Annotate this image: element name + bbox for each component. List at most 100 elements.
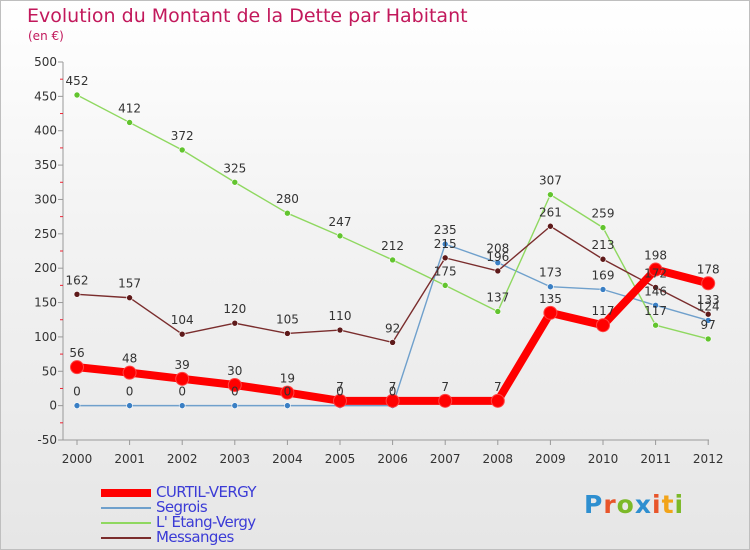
data-point [73,290,81,298]
data-point [599,286,607,293]
data-label: 97 [701,318,716,332]
data-label: 48 [122,352,137,366]
legend-swatch [101,522,151,524]
data-label: 92 [385,321,400,335]
data-point [599,224,607,231]
data-point [596,318,610,333]
data-point [652,301,659,309]
data-point [231,319,239,327]
y-tick-label: 250 [34,227,57,241]
x-tick-label: 2004 [272,452,303,466]
data-label: 325 [223,161,246,175]
data-point [284,330,291,337]
data-label: 56 [69,346,84,360]
data-label: 259 [592,207,615,221]
data-point [385,393,400,408]
data-label: 172 [644,266,667,280]
data-label: 0 [389,385,397,399]
data-point [73,402,81,409]
proxiti-logo: Proxiti [584,490,684,519]
data-point [438,393,453,408]
data-point [494,267,502,275]
data-point [336,232,344,240]
chart-title: Evolution du Montant de la Dette par Hab… [27,5,468,27]
data-label: 452 [66,74,89,88]
data-point [490,393,505,408]
legend-label: Segrois [156,498,208,516]
data-point [231,178,239,186]
legend-swatch [101,507,151,509]
logo-letter: t [661,490,675,519]
data-label: 39 [175,358,190,372]
data-label: 120 [223,302,246,316]
data-label: 0 [73,385,81,399]
data-point [704,335,712,343]
data-point [441,282,449,289]
data-label: 178 [697,262,720,276]
y-tick-label: 200 [34,261,57,275]
legend: CURTIL-VERGY Segrois L' Etang-Vergy Messang… [101,483,361,546]
data-label: 235 [434,223,457,237]
data-label: 372 [171,129,194,143]
data-point [126,294,133,302]
data-label: 208 [486,242,509,256]
logo-letter: i [652,490,662,519]
data-point [652,284,659,291]
data-point [547,191,554,198]
data-point [704,310,712,318]
y-tick-label: 0 [49,399,57,413]
data-label: 162 [66,273,89,287]
data-label: 0 [178,385,186,399]
data-point [494,308,502,315]
x-tick-label: 2008 [483,452,514,466]
data-point [178,330,186,338]
data-label: 261 [539,205,562,219]
data-point [280,385,295,400]
data-label: 117 [592,304,615,318]
legend-label: Messanges [156,528,234,546]
data-point [73,91,81,99]
data-label: 135 [539,292,562,306]
data-point [547,222,554,230]
logo-letter: i [674,490,685,519]
data-point [231,402,239,409]
x-tick-label: 2010 [588,452,619,466]
x-tick-label: 2001 [114,452,145,466]
data-label: 196 [486,250,509,264]
legend-swatch [101,489,151,497]
data-point [599,255,607,263]
data-point [494,259,502,266]
y-tick-label: 350 [34,158,57,172]
y-tick-label: 50 [42,364,57,378]
data-label: 0 [126,385,134,399]
data-label: 117 [644,304,667,318]
data-label: 175 [434,264,457,278]
data-label: 19 [280,372,295,386]
y-tick-label: 300 [34,192,57,206]
legend-label: CURTIL-VERGY [156,483,257,501]
logo-letter: P [584,490,604,519]
data-point [178,146,186,154]
y-tick-label: 500 [34,55,57,69]
data-label: 247 [329,215,352,229]
data-label: 212 [381,239,404,253]
data-point [284,209,291,217]
x-tick-label: 2009 [535,452,566,466]
data-point [389,256,396,264]
data-point [284,402,291,409]
x-tick-label: 2000 [62,452,93,466]
data-label: 105 [276,312,299,326]
data-label: 173 [539,266,562,280]
data-label: 213 [592,238,615,252]
y-tick-label: 450 [34,89,57,103]
data-label: 169 [592,268,615,282]
data-point [175,371,190,386]
x-tick-label: 2002 [167,452,198,466]
legend-item: L' Etang-Vergy [101,513,361,531]
legend-label: L' Etang-Vergy [156,513,256,531]
data-label: 30 [227,364,242,378]
data-label: 307 [539,174,562,188]
data-label: 0 [284,385,292,399]
